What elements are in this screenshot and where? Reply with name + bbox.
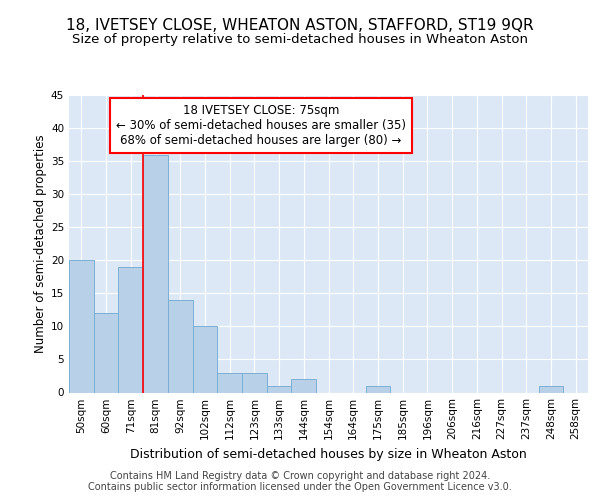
Bar [217, 372, 242, 392]
Bar [143, 154, 168, 392]
Bar [242, 372, 267, 392]
Text: Contains HM Land Registry data © Crown copyright and database right 2024.: Contains HM Land Registry data © Crown c… [110, 471, 490, 481]
Bar [94, 313, 118, 392]
Bar [267, 386, 292, 392]
Bar [193, 326, 217, 392]
Bar [69, 260, 94, 392]
Bar [539, 386, 563, 392]
X-axis label: Distribution of semi-detached houses by size in Wheaton Aston: Distribution of semi-detached houses by … [130, 448, 527, 461]
Y-axis label: Number of semi-detached properties: Number of semi-detached properties [34, 134, 47, 353]
Text: 18 IVETSEY CLOSE: 75sqm
← 30% of semi-detached houses are smaller (35)
68% of se: 18 IVETSEY CLOSE: 75sqm ← 30% of semi-de… [116, 104, 406, 147]
Bar [292, 380, 316, 392]
Text: Size of property relative to semi-detached houses in Wheaton Aston: Size of property relative to semi-detach… [72, 32, 528, 46]
Text: Contains public sector information licensed under the Open Government Licence v3: Contains public sector information licen… [88, 482, 512, 492]
Bar [365, 386, 390, 392]
Bar [168, 300, 193, 392]
Text: 18, IVETSEY CLOSE, WHEATON ASTON, STAFFORD, ST19 9QR: 18, IVETSEY CLOSE, WHEATON ASTON, STAFFO… [66, 18, 534, 32]
Bar [118, 267, 143, 392]
